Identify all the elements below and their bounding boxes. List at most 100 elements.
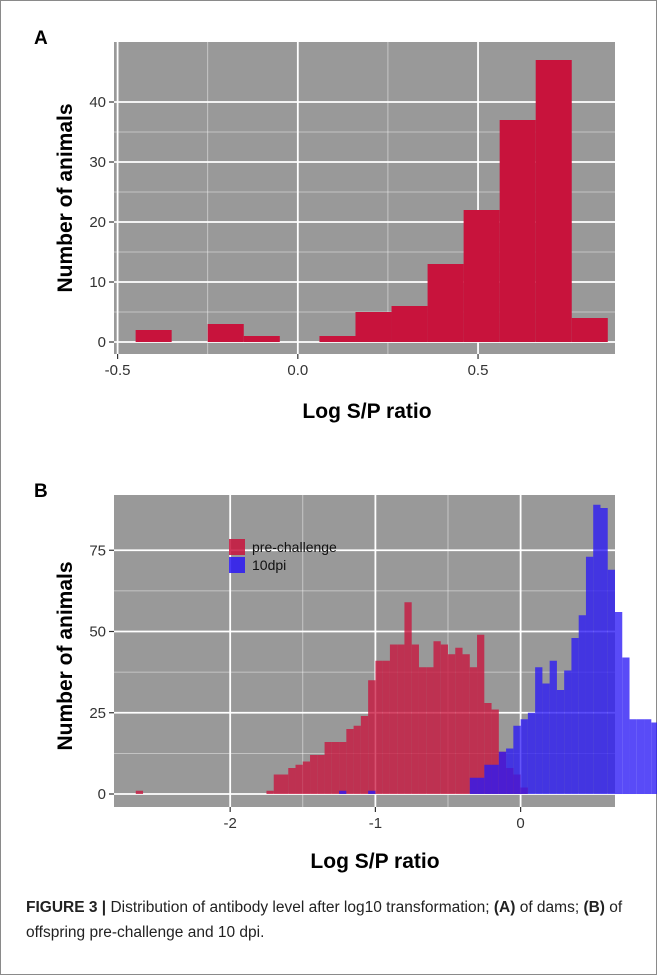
panel-b-bar-pre-challenge <box>324 742 332 794</box>
panel-b-bar-pre-challenge <box>317 755 325 794</box>
panel-a-y-tick-label: 20 <box>89 214 106 231</box>
panel-b-bar-pre-challenge <box>288 768 296 794</box>
panel-a-bar <box>535 60 572 342</box>
panel-b-bar-pre-challenge <box>484 703 492 794</box>
panel-b-bar-pre-challenge <box>389 644 398 794</box>
panel-b-bar-10dpi <box>556 690 565 794</box>
panel-b-bar-pre-challenge <box>426 667 434 794</box>
panel-a-plot: -0.5 0.0 0.5 0 10 20 30 40 <box>89 42 615 379</box>
panel-b-bar-10dpi <box>636 719 645 794</box>
panel-b-bar-10dpi <box>506 748 514 794</box>
panel-a-bar <box>243 336 280 342</box>
panel-a-y-axis-title: Number of animals <box>54 103 77 292</box>
panel-b-bar-10dpi <box>339 790 347 794</box>
panel-b-bar-10dpi <box>368 790 376 794</box>
panel-b-y-tick-label: 50 <box>89 624 106 641</box>
panel-a-x-tick-label: 0.0 <box>287 362 308 379</box>
panel-b: B -2 -1 0 0 25 50 75 pre-challenge 10dpi Number … <box>34 481 657 873</box>
panel-a-y-tick-label: 0 <box>98 334 106 351</box>
panel-b-bar-10dpi <box>498 751 507 794</box>
panel-a-bar <box>571 318 608 342</box>
panel-a-bar <box>427 264 464 342</box>
panel-b-bar-10dpi <box>549 660 557 794</box>
panel-b-y-tick-label: 0 <box>98 786 106 803</box>
panel-b-bar-pre-challenge <box>455 647 463 794</box>
caption-a-label: (A) <box>493 899 516 916</box>
panel-a-x-axis-title: Log S/P ratio <box>302 400 431 423</box>
panel-b-y-tick-label: 75 <box>89 542 106 559</box>
panel-b-bar-pre-challenge <box>418 667 427 794</box>
panel-b-bar-10dpi <box>629 719 637 794</box>
caption-text-3: of offspring pre-challenge and 10 dpi. <box>26 899 623 941</box>
panel-b-bar-10dpi <box>520 719 528 794</box>
panel-b-bar-10dpi <box>622 657 630 794</box>
panel-a-x-tick-label: 0.5 <box>468 362 489 379</box>
panel-a-bar <box>207 324 244 342</box>
panel-b-bar-10dpi <box>644 719 652 794</box>
panel-b-bar-pre-challenge <box>273 774 281 794</box>
panel-b-bar-10dpi <box>600 508 608 794</box>
panel-b-bar-pre-challenge <box>346 729 354 794</box>
panel-b-bar-pre-challenge <box>375 660 383 794</box>
panel-b-bar-10dpi <box>585 556 594 794</box>
panel-b-bar-pre-challenge <box>448 654 456 794</box>
panel-b-bar-pre-challenge <box>266 790 274 794</box>
caption-label: FIGURE 3 | <box>26 899 107 916</box>
panel-b-bar-10dpi <box>607 569 615 794</box>
panel-b-bar-pre-challenge <box>491 709 499 794</box>
panel-b-bar-10dpi <box>491 764 499 794</box>
panel-a-bar <box>463 210 500 342</box>
panel-b-x-tick-label: 0 <box>516 815 524 832</box>
panel-a-bar <box>355 312 392 342</box>
panel-b-bar-pre-challenge <box>469 667 478 794</box>
panel-b-y-axis-title: Number of animals <box>54 561 77 750</box>
panel-b-letter: B <box>34 481 48 502</box>
panel-b-bar-10dpi <box>571 638 579 794</box>
panel-a-bar <box>135 330 172 342</box>
panel-a-y-tick-label: 40 <box>89 94 106 111</box>
panel-b-x-tick-label: -2 <box>224 815 237 832</box>
panel-b-bar-pre-challenge <box>433 641 441 794</box>
panel-a-bar <box>499 120 536 342</box>
caption-text-1: Distribution of antibody level after log… <box>106 899 494 916</box>
panel-b-bar-10dpi <box>527 712 536 794</box>
panel-b-bar-pre-challenge <box>477 634 485 794</box>
panel-b-bar-10dpi <box>578 615 586 794</box>
panel-b-bar-pre-challenge <box>462 654 470 794</box>
panel-b-bar-10dpi <box>651 722 657 794</box>
panel-a-x-tick-label: -0.5 <box>105 362 131 379</box>
panel-b-bar-pre-challenge <box>360 716 369 794</box>
panel-b-bar-pre-challenge <box>135 790 144 794</box>
panel-a-letter: A <box>34 28 48 49</box>
panel-b-bar-10dpi <box>564 670 572 794</box>
caption-b-label: (B) <box>583 899 605 916</box>
panel-b-bar-10dpi <box>477 777 485 794</box>
panel-b-x-axis-title: Log S/P ratio <box>310 850 439 873</box>
panel-b-bar-10dpi <box>615 612 623 794</box>
panel-b-bar-pre-challenge <box>404 602 412 794</box>
panel-b-bar-pre-challenge <box>331 742 340 794</box>
panel-b-legend-swatch-10dpi <box>229 557 245 573</box>
panel-a-y-tick-label: 10 <box>89 274 106 291</box>
panel-b-bar-10dpi <box>513 725 521 794</box>
panel-b-legend-swatch-pre-challenge <box>229 539 245 555</box>
panel-b-legend-label-10dpi: 10dpi <box>252 557 286 573</box>
panel-b-bar-pre-challenge <box>397 644 405 794</box>
panel-a-y-tick-label: 30 <box>89 154 106 171</box>
panel-b-plot: -2 -1 0 0 25 50 75 pre-challenge 10dpi <box>89 495 657 832</box>
panel-b-bar-pre-challenge <box>368 680 376 794</box>
panel-b-bar-pre-challenge <box>302 761 311 794</box>
panel-a-bar <box>319 336 356 342</box>
panel-b-x-tick-label: -1 <box>369 815 382 832</box>
panel-b-bar-10dpi <box>542 683 550 794</box>
panel-b-bar-pre-challenge <box>339 742 347 794</box>
figure-caption: FIGURE 3 | Distribution of antibody leve… <box>26 895 636 945</box>
panel-b-bar-pre-challenge <box>440 644 448 794</box>
panel-b-bar-10dpi <box>535 667 543 794</box>
panel-b-legend-label-pre-challenge: pre-challenge <box>252 539 337 555</box>
panel-b-bar-pre-challenge <box>295 764 303 794</box>
panel-b-bar-pre-challenge <box>411 644 419 794</box>
panel-b-bar-pre-challenge <box>310 755 318 794</box>
